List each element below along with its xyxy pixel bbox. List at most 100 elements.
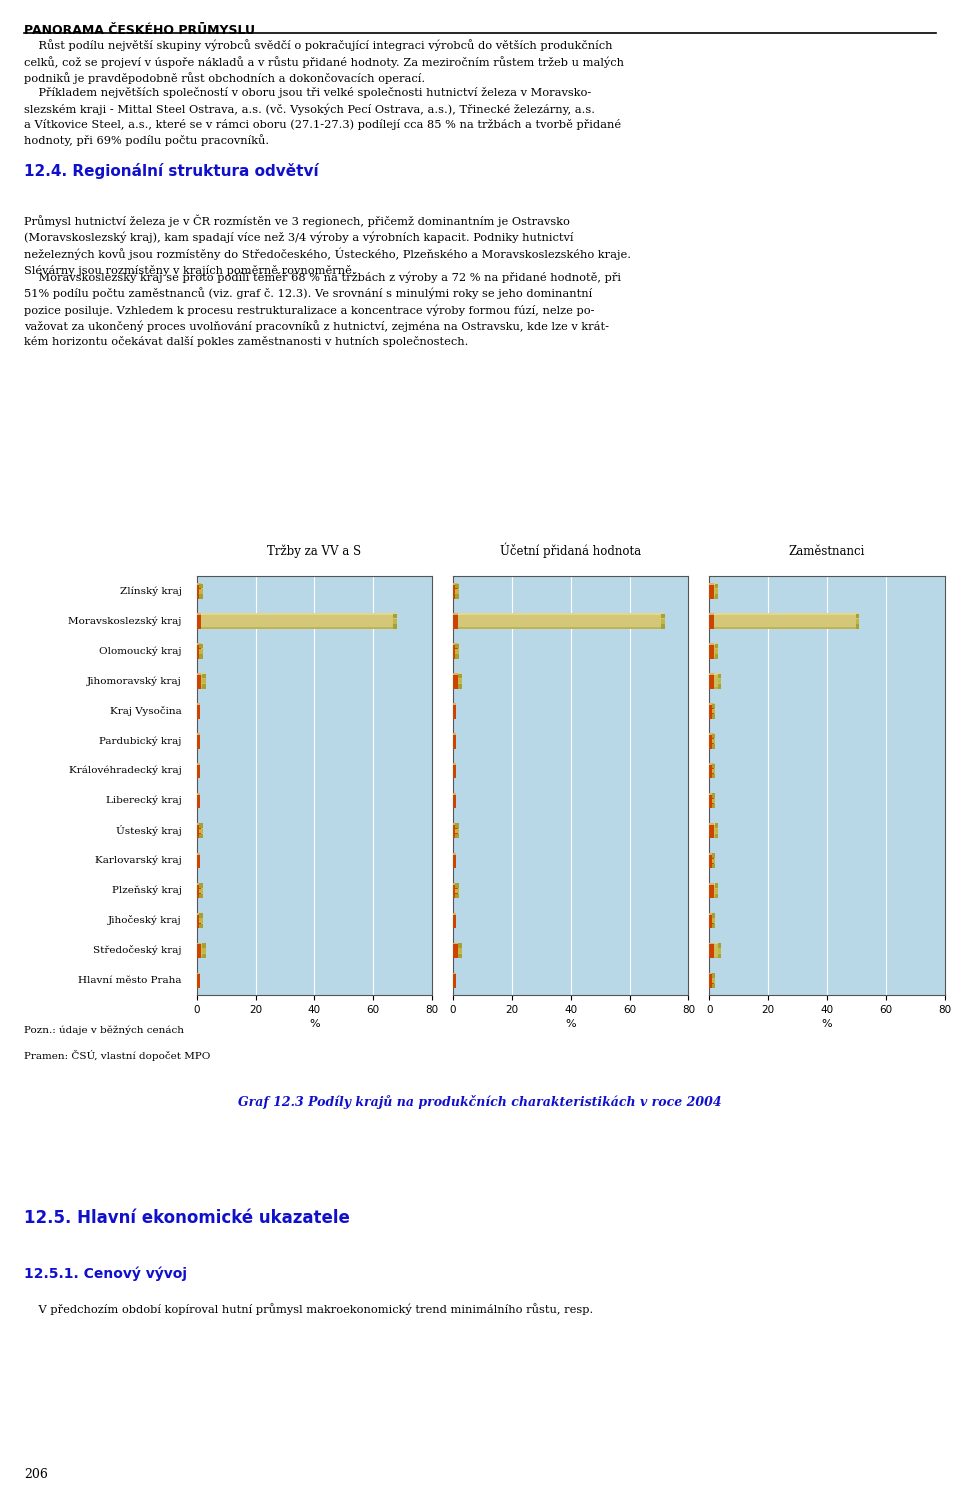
Bar [199, 644, 203, 648]
Bar [197, 942, 205, 944]
Bar [453, 763, 456, 765]
Bar [709, 882, 718, 885]
Bar [453, 823, 459, 825]
Bar [197, 673, 202, 689]
Bar [458, 956, 462, 958]
Bar [714, 793, 715, 808]
Bar [197, 584, 202, 599]
Bar [197, 823, 203, 825]
Bar [202, 823, 203, 838]
Bar [709, 733, 714, 748]
Text: Plzeňský kraj: Plzeňský kraj [111, 885, 181, 896]
Bar [197, 733, 200, 734]
Bar [453, 793, 456, 808]
Text: 206: 206 [24, 1467, 48, 1481]
Bar [203, 949, 205, 953]
Text: Tržby za VV a S: Tržby za VV a S [267, 544, 362, 558]
Bar [711, 973, 715, 977]
Bar [455, 828, 459, 834]
Text: Zlínský kraj: Zlínský kraj [120, 587, 181, 596]
Bar [455, 823, 459, 828]
Bar [199, 594, 203, 599]
Bar [197, 852, 200, 869]
Bar [459, 679, 462, 683]
Bar [202, 673, 205, 689]
Bar [453, 882, 458, 899]
Bar [453, 642, 458, 659]
Bar [453, 852, 456, 869]
Bar [709, 852, 715, 855]
Bar [197, 614, 202, 629]
Bar [709, 852, 714, 869]
Bar [661, 614, 664, 618]
Bar [453, 793, 456, 795]
Bar [453, 973, 456, 988]
Bar [711, 799, 715, 804]
Bar [714, 688, 721, 689]
Bar [711, 743, 715, 748]
Bar [711, 918, 715, 923]
Bar [715, 884, 718, 888]
Bar [202, 657, 203, 659]
Bar [197, 733, 200, 748]
Bar [202, 614, 396, 629]
Bar [711, 733, 715, 737]
Bar [711, 914, 715, 918]
Bar [394, 624, 396, 629]
Bar [199, 823, 203, 828]
Bar [709, 584, 714, 599]
Bar [709, 973, 714, 988]
Text: Moravskoslezský kraj: Moravskoslezský kraj [68, 617, 181, 626]
Bar [458, 823, 459, 838]
Bar [455, 644, 459, 648]
Bar [718, 942, 721, 947]
Bar [458, 942, 462, 958]
Bar [714, 986, 715, 988]
Bar [709, 763, 714, 778]
Bar [709, 673, 714, 689]
Bar [202, 627, 396, 629]
Bar [714, 912, 715, 929]
Text: Růst podílu největší skupiny výrobců svědčí o pokračující integraci výrobců do v: Růst podílu největší skupiny výrobců svě… [24, 39, 624, 84]
Bar [199, 648, 203, 653]
Bar [714, 897, 718, 899]
Bar [203, 953, 205, 958]
Bar [455, 884, 459, 888]
Bar [714, 746, 715, 748]
Bar [197, 793, 200, 808]
Bar [711, 709, 715, 713]
Text: Olomoucký kraj: Olomoucký kraj [99, 645, 181, 656]
Bar [199, 923, 203, 929]
Bar [394, 614, 396, 618]
Bar [709, 882, 714, 899]
Bar [458, 897, 459, 899]
Bar [458, 614, 664, 629]
Bar [199, 834, 203, 838]
Bar [197, 642, 202, 659]
Bar [709, 703, 715, 704]
Bar [715, 834, 718, 838]
Bar [455, 834, 459, 838]
Bar [711, 713, 715, 719]
Bar [199, 584, 203, 588]
Text: Kraj Vysočina: Kraj Vysočina [109, 706, 181, 716]
Bar [711, 774, 715, 778]
Bar [199, 918, 203, 923]
Bar [709, 912, 715, 914]
Bar [455, 894, 459, 899]
Bar [718, 674, 721, 679]
Bar [197, 703, 200, 719]
Bar [715, 590, 718, 594]
Bar [711, 739, 715, 743]
X-axis label: %: % [822, 1019, 832, 1028]
Bar [455, 654, 459, 659]
Bar [453, 733, 456, 734]
Bar [714, 703, 715, 719]
Bar [709, 973, 715, 974]
Bar [453, 673, 458, 689]
Bar [203, 674, 205, 679]
Bar [714, 926, 715, 929]
Bar [203, 679, 205, 683]
Bar [199, 888, 203, 893]
Bar [202, 882, 203, 899]
